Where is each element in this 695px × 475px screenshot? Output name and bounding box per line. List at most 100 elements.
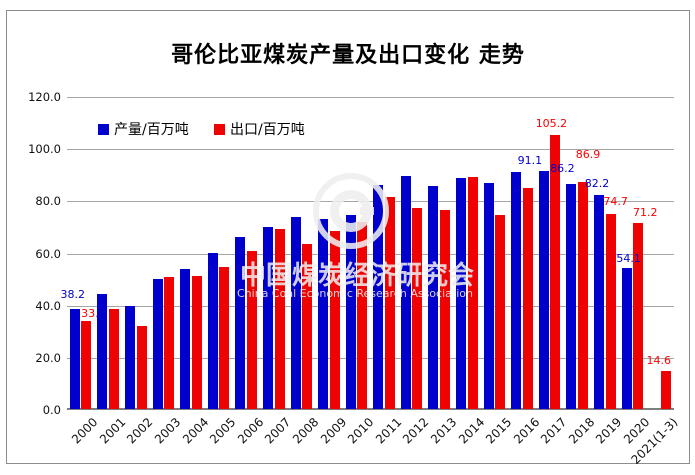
- production-bar: [400, 176, 411, 409]
- exports-bar: [136, 326, 147, 409]
- legend-label-production: 产量/百万吨: [114, 122, 189, 138]
- production-bar: [428, 186, 439, 409]
- exports-bar: [605, 214, 616, 409]
- exports-bar: [191, 276, 202, 409]
- production-bar: [456, 178, 467, 409]
- x-axis-tick-label: 2004: [179, 415, 212, 447]
- exports-data-label: 86.9: [575, 148, 601, 161]
- exports-bar: [164, 277, 175, 409]
- exports-bar: [219, 267, 230, 409]
- x-axis-tick-label: 2014: [455, 415, 487, 447]
- exports-bar: [495, 215, 506, 409]
- bar-group: [233, 97, 261, 410]
- bar-group: 38.2 33.8: [61, 97, 106, 410]
- exports-data-label: 14.6: [646, 354, 672, 367]
- x-axis-tick-label: 2009: [317, 415, 350, 447]
- exports-bar: [329, 231, 340, 409]
- production-bar: [373, 185, 384, 409]
- production-bar: [235, 237, 246, 409]
- chart-title: 哥伦比亚煤炭产量及出口变化 走势: [171, 42, 525, 68]
- x-axis-tick-label: 2011: [372, 415, 405, 447]
- production-bar: [124, 306, 135, 409]
- production-bar: [152, 279, 163, 409]
- bar-group: 82.2 74.7: [585, 97, 628, 410]
- bar-group: [150, 97, 178, 410]
- x-axis-line: [67, 408, 674, 410]
- legend-item-production: 产量/百万吨: [98, 119, 189, 139]
- x-axis-tick-label: 2015: [483, 415, 515, 447]
- gridline: [67, 306, 674, 307]
- x-axis-tick-label: 2006: [234, 415, 267, 447]
- x-axis-tick-label: 2016: [510, 415, 543, 447]
- x-axis-tick-label: 2001: [96, 415, 129, 447]
- x-axis-tick-label: 2010: [345, 415, 377, 447]
- exports-data-label: 71.2: [632, 206, 658, 219]
- production-bar: [207, 253, 218, 409]
- exports-bar: [357, 222, 368, 409]
- production-bar: [483, 183, 494, 409]
- production-bar: [345, 215, 356, 409]
- production-bar: [594, 195, 605, 409]
- y-axis-tick-label: 40.0: [35, 299, 61, 313]
- production-bar: [566, 184, 577, 409]
- gridline: [67, 358, 674, 359]
- exports-data-label: 105.2: [535, 117, 568, 130]
- bar-group: 54.1 71.2: [616, 97, 657, 410]
- production-data-label: 91.1: [517, 154, 543, 167]
- legend: 产量/百万吨 出口/百万吨: [67, 119, 674, 139]
- exports-bar: [633, 223, 644, 409]
- production-bar: [318, 219, 329, 409]
- x-axis-tick-label: 2019: [593, 415, 625, 447]
- bar-group: [343, 97, 371, 410]
- bar-group: [315, 97, 343, 410]
- x-axis-tick-label: 2008: [289, 415, 322, 447]
- production-bar: [97, 294, 108, 409]
- bar-group: [371, 97, 399, 410]
- chart-frame: 哥伦比亚煤炭产量及出口变化 走势 产量/百万吨 出口/百万吨 中国煤炭经济研究会…: [6, 10, 690, 467]
- x-axis-tick-label: 2017: [538, 415, 570, 447]
- production-data-label: 82.2: [584, 177, 610, 190]
- production-bar: [262, 227, 273, 409]
- x-axis-tick-label: 2000: [69, 415, 101, 447]
- production-data-label: 86.2: [550, 162, 575, 175]
- bar-group: [508, 97, 536, 410]
- production-bar: [538, 171, 549, 409]
- gridline: [67, 254, 674, 255]
- production-bar: [511, 172, 522, 409]
- exports-bar: [246, 251, 257, 409]
- x-axis-tick-label: 2012: [400, 415, 432, 447]
- x-axis-labels: 2000 2001 2002 2003 2004 2005 2006 2007 2008 2009…: [67, 415, 680, 475]
- y-axis-tick-label: 20.0: [35, 351, 61, 365]
- production-swatch-icon: [98, 123, 109, 135]
- exports-bar: [384, 197, 395, 409]
- exports-bar: [550, 135, 561, 409]
- legend-item-exports: 出口/百万吨: [214, 119, 305, 139]
- gridline: [67, 97, 674, 98]
- x-axis-tick-label: 2003: [151, 415, 184, 447]
- x-axis-tick-label: 2005: [207, 415, 239, 447]
- bar-group: [481, 97, 509, 410]
- x-axis-tick-label: 2002: [124, 415, 156, 447]
- x-axis-tick-label: 2007: [262, 415, 294, 447]
- production-bar: [180, 269, 191, 409]
- x-axis-tick-label: 2018: [565, 415, 598, 447]
- legend-label-exports: 出口/百万吨: [230, 122, 305, 138]
- exports-bar: [660, 371, 671, 409]
- production-bar: [69, 309, 80, 409]
- bar-group: 91.1 105.2: [518, 97, 567, 410]
- y-axis-tick-label: 120.0: [28, 90, 61, 104]
- y-axis-tick-label: 80.0: [35, 194, 61, 208]
- production-bar: [621, 268, 632, 409]
- bar-group: [453, 97, 481, 410]
- bar-group: [426, 97, 454, 410]
- y-axis-tick-label: 0.0: [42, 403, 61, 417]
- bar-group: [398, 97, 426, 410]
- bar-group: 14.6: [646, 97, 674, 410]
- plot-area: 产量/百万吨 出口/百万吨 中国煤炭经济研究会 China Coal Econo…: [28, 90, 680, 467]
- exports-data-label: 74.7: [603, 195, 628, 208]
- production-bar: [290, 217, 301, 409]
- exports-bar: [467, 177, 478, 409]
- exports-bar: [274, 229, 285, 409]
- exports-bar: [108, 309, 119, 409]
